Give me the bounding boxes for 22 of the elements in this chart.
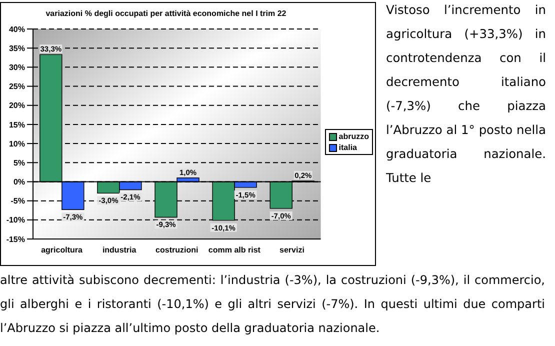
x-tick-label: servizi <box>280 246 304 255</box>
y-tick-label: 25% <box>8 82 25 92</box>
legend-label: abruzzo <box>338 131 369 142</box>
y-tick-label: 0% <box>13 178 25 187</box>
y-tick-label: 15% <box>8 120 25 130</box>
text: Vistoso l’incremento in agricoltura (+33,3%) in controtendenza con il decremento italiano (-7,3%) che piazza l’Abruzzo al 1° posto nella graduatoria nazionale. Tutte le <box>386 2 546 187</box>
x-tick-label: industria <box>102 246 137 255</box>
chart-title: variazioni % degli occupati per attività economiche nel I trim 22 <box>44 9 288 18</box>
y-tick-label: 40% <box>8 24 25 34</box>
x-tick-label: comm alb rist <box>208 246 261 255</box>
x-tick-label: costruzioni <box>156 246 198 255</box>
x-tick-label: agricoltura <box>41 246 83 255</box>
legend-label: italia <box>338 142 357 153</box>
y-tick-label: -5% <box>10 196 25 206</box>
y-tick-label: 20% <box>8 101 25 110</box>
y-tick-label: -15% <box>6 234 25 244</box>
y-tick-label: 5% <box>13 158 25 168</box>
text: altre attività subiscono decrementi: l’industria (-3%), la costruzioni (-9,3%), il commercio, gli alberghi e i ristoranti (-10,1%) e gli altri servizi (-7%). In questi ultimi due comparti l’Abruzzo si piazza all’ultimo posto della graduatoria nazionale. <box>0 272 545 337</box>
y-tick-label: -10% <box>6 216 25 225</box>
y-tick-label: 35% <box>8 44 25 53</box>
y-tick-label: 10% <box>8 139 25 148</box>
y-tick-label: 30% <box>8 63 25 72</box>
